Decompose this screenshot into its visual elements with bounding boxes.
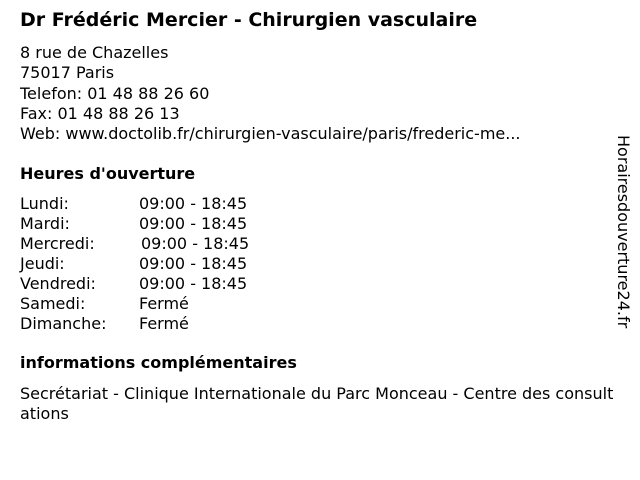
time: 09:00 - 18:45 bbox=[139, 274, 248, 293]
website: Web: www.doctolib.fr/chirurgien-vasculai… bbox=[20, 124, 521, 144]
hours-row: Samedi: Fermé bbox=[20, 294, 189, 314]
day: Lundi: bbox=[20, 194, 69, 213]
day: Dimanche: bbox=[20, 314, 107, 333]
time: 09:00 - 18:45 bbox=[139, 194, 248, 213]
info-heading: informations complémentaires bbox=[20, 353, 297, 372]
time: Fermé bbox=[139, 294, 189, 313]
time: 09:00 - 18:45 bbox=[139, 254, 248, 273]
hours-row: Mardi: 09:00 - 18:45 bbox=[20, 214, 247, 234]
hours-row: Jeudi: 09:00 - 18:45 bbox=[20, 254, 247, 274]
city: 75017 Paris bbox=[20, 63, 115, 83]
fax: Fax: 01 48 88 26 13 bbox=[20, 103, 180, 123]
hours-row: Lundi: 09:00 - 18:45 bbox=[20, 194, 247, 214]
hours-table: Lundi: 09:00 - 18:45 Mardi: 09:00 - 18:45 … bbox=[20, 194, 249, 334]
page-title: Dr Frédéric Mercier - Chirurgien vascula… bbox=[20, 9, 478, 31]
hours-row: Vendredi: 09:00 - 18:45 bbox=[20, 274, 247, 294]
day: Samedi: bbox=[20, 294, 86, 313]
day: Mercredi: bbox=[20, 234, 95, 253]
street-address: 8 rue de Chazelles bbox=[20, 43, 169, 62]
time: Fermé bbox=[139, 314, 189, 333]
time: 09:00 - 18:45 bbox=[139, 214, 248, 233]
day: Vendredi: bbox=[20, 274, 96, 293]
phone: Telefon: 01 48 88 26 60 bbox=[20, 83, 210, 103]
hours-row: Dimanche: Fermé bbox=[20, 314, 189, 334]
info-text: Secrétariat - Clinique Internationale du… bbox=[20, 384, 614, 423]
hours-row: Mercredi: 09:00 - 18:45 bbox=[20, 234, 249, 254]
hours-heading: Heures d'ouverture bbox=[20, 164, 196, 183]
time: 09:00 - 18:45 bbox=[141, 234, 250, 253]
day: Jeudi: bbox=[20, 254, 65, 273]
watermark: Horairesdouverture24.fr bbox=[614, 135, 633, 329]
contact-block: 8 rue de Chazelles 75017 Paris Telefon: … bbox=[20, 43, 521, 144]
day: Mardi: bbox=[20, 214, 70, 233]
